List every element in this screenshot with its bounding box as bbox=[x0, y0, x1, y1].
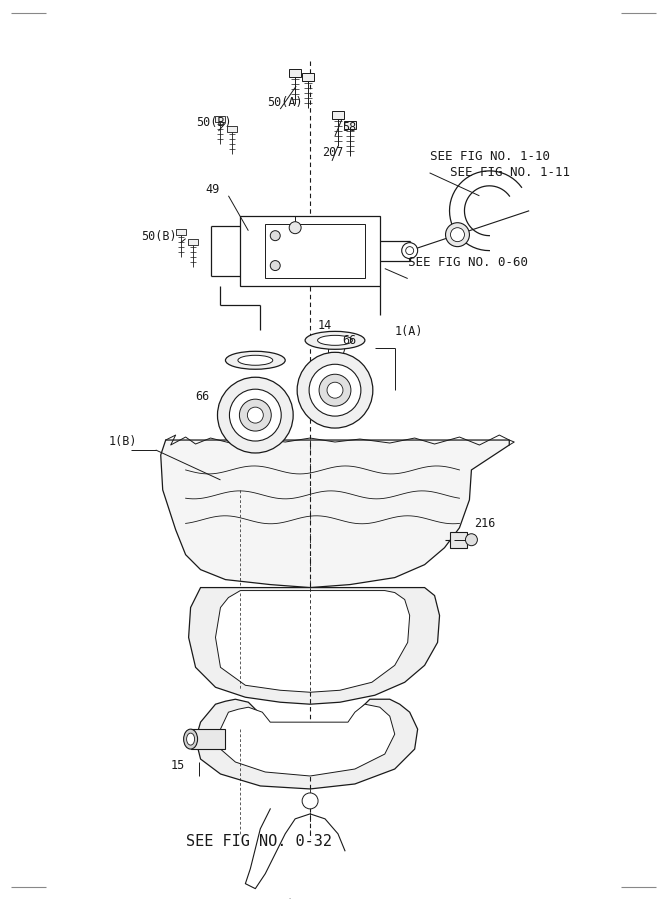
Polygon shape bbox=[175, 229, 185, 235]
Text: SEE FIG NO. 1-11: SEE FIG NO. 1-11 bbox=[450, 166, 570, 179]
Circle shape bbox=[270, 261, 280, 271]
Text: 207: 207 bbox=[322, 146, 344, 159]
Circle shape bbox=[229, 389, 281, 441]
Polygon shape bbox=[289, 69, 301, 77]
Polygon shape bbox=[215, 116, 225, 122]
Polygon shape bbox=[240, 216, 380, 285]
Circle shape bbox=[466, 534, 478, 545]
Polygon shape bbox=[191, 729, 225, 749]
Text: SEE FIG NO. 1-10: SEE FIG NO. 1-10 bbox=[430, 150, 550, 163]
Circle shape bbox=[289, 221, 301, 234]
Circle shape bbox=[402, 243, 418, 258]
Circle shape bbox=[270, 230, 280, 240]
Polygon shape bbox=[265, 224, 365, 277]
Polygon shape bbox=[215, 590, 410, 692]
Text: 66: 66 bbox=[195, 390, 210, 403]
Circle shape bbox=[327, 382, 343, 398]
Text: 216: 216 bbox=[474, 517, 496, 530]
Polygon shape bbox=[332, 111, 344, 119]
Text: 50(B): 50(B) bbox=[141, 230, 177, 243]
Polygon shape bbox=[189, 588, 440, 704]
Ellipse shape bbox=[305, 331, 365, 349]
Polygon shape bbox=[195, 699, 418, 789]
Text: SEE FIG NO. 0-32: SEE FIG NO. 0-32 bbox=[185, 833, 331, 849]
Circle shape bbox=[297, 352, 373, 428]
Text: 14: 14 bbox=[318, 320, 332, 332]
Circle shape bbox=[446, 222, 470, 247]
Circle shape bbox=[247, 407, 263, 423]
Polygon shape bbox=[187, 238, 197, 245]
Text: 1(A): 1(A) bbox=[395, 325, 424, 338]
Circle shape bbox=[309, 364, 361, 416]
Polygon shape bbox=[227, 126, 237, 132]
Circle shape bbox=[239, 400, 271, 431]
Text: 1(B): 1(B) bbox=[109, 435, 137, 448]
Ellipse shape bbox=[187, 734, 195, 745]
Circle shape bbox=[217, 377, 293, 453]
Polygon shape bbox=[344, 121, 356, 129]
Text: 15: 15 bbox=[171, 759, 185, 772]
Ellipse shape bbox=[238, 356, 273, 365]
Text: 50(B): 50(B) bbox=[197, 116, 232, 129]
Circle shape bbox=[450, 228, 464, 241]
Text: 50(A): 50(A) bbox=[267, 96, 303, 109]
Polygon shape bbox=[302, 73, 314, 81]
Circle shape bbox=[319, 374, 351, 406]
Ellipse shape bbox=[183, 729, 197, 749]
Polygon shape bbox=[450, 532, 468, 548]
Polygon shape bbox=[221, 704, 395, 776]
Text: 58: 58 bbox=[342, 121, 356, 134]
Text: 49: 49 bbox=[205, 183, 220, 196]
Ellipse shape bbox=[317, 336, 352, 346]
Polygon shape bbox=[161, 440, 510, 588]
Text: SEE FIG NO. 0-60: SEE FIG NO. 0-60 bbox=[408, 256, 528, 268]
Ellipse shape bbox=[225, 351, 285, 369]
Text: 66: 66 bbox=[342, 334, 356, 347]
Circle shape bbox=[302, 793, 318, 809]
